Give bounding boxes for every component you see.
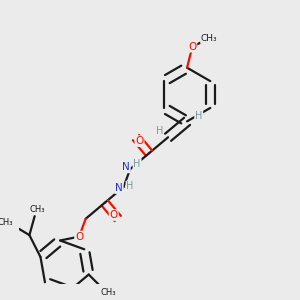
Text: N: N (115, 183, 123, 193)
Text: H: H (195, 110, 202, 121)
Text: O: O (188, 42, 196, 52)
Text: CH₃: CH₃ (0, 218, 13, 226)
Text: H: H (134, 159, 141, 169)
Text: CH₃: CH₃ (29, 205, 45, 214)
Text: H: H (126, 182, 134, 191)
Text: H: H (156, 126, 163, 136)
Text: N: N (122, 162, 130, 172)
Text: O: O (110, 210, 118, 220)
Text: O: O (135, 136, 144, 146)
Text: CH₃: CH₃ (100, 288, 116, 297)
Text: CH₃: CH₃ (201, 34, 217, 43)
Text: O: O (75, 232, 83, 242)
